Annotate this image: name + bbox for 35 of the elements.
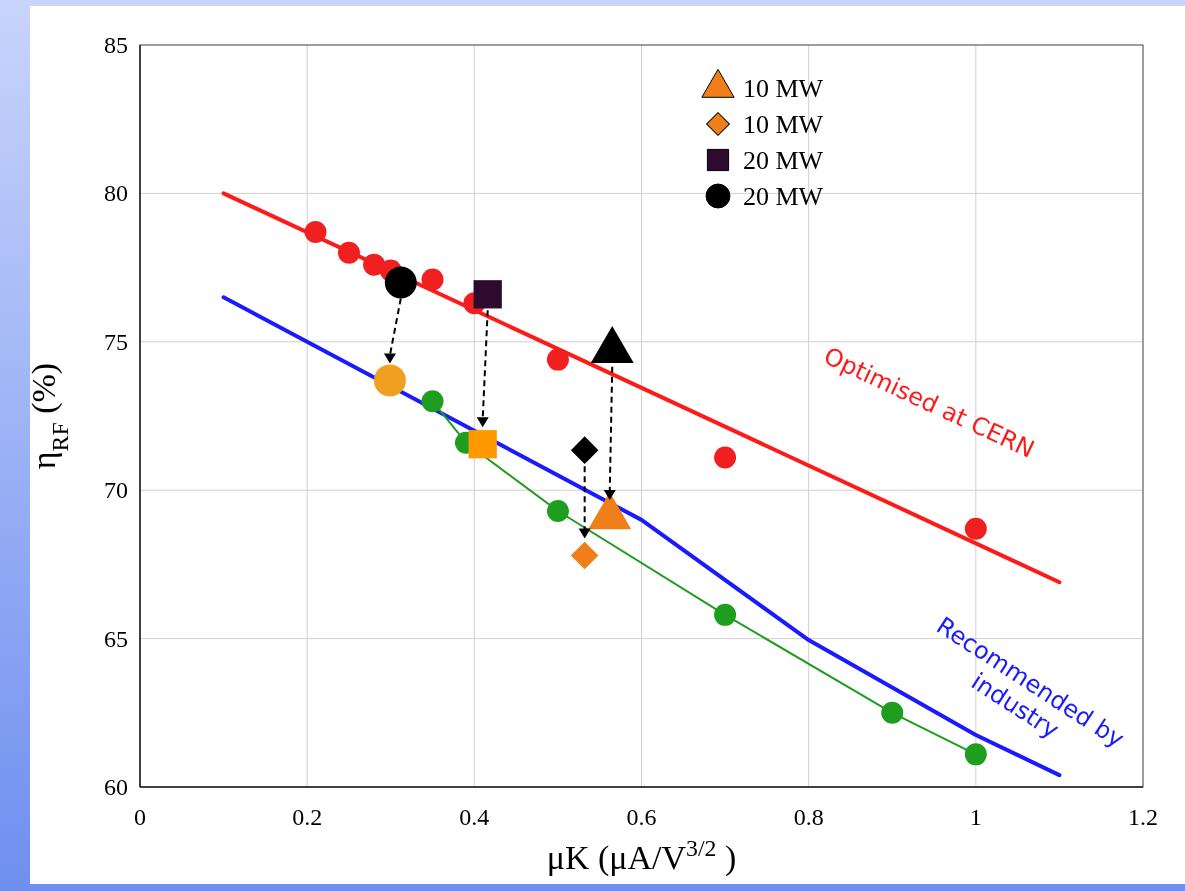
point (964, 743, 987, 766)
y-tick-label: 85 (104, 32, 128, 58)
point (473, 280, 502, 309)
y-tick-label: 60 (104, 774, 128, 800)
legend-label: 10 MW (743, 74, 824, 103)
y-tick-label: 70 (104, 477, 128, 504)
point (570, 541, 599, 570)
y-tick-label: 80 (104, 180, 128, 207)
x-axis-title: μK (μA/V$^{3/2}$) (546, 835, 737, 877)
legend-label: 20 MW (743, 146, 824, 175)
point (546, 348, 569, 371)
point (881, 701, 904, 724)
x-tick-label: 1.2 (1128, 804, 1158, 830)
point (964, 517, 987, 540)
point (570, 436, 599, 464)
legend-label: 10 MW (743, 110, 824, 139)
point (714, 603, 737, 626)
x-tick-label: 1 (969, 804, 982, 830)
point (468, 430, 497, 459)
point (384, 266, 417, 299)
legend-label: 20 MW (743, 182, 824, 211)
x-tick-label: 0.2 (292, 804, 323, 830)
y-tick-label: 75 (104, 328, 128, 355)
y-tick-label: 65 (104, 625, 128, 652)
point (421, 390, 444, 413)
point (337, 241, 360, 264)
x-tick-label: 0.4 (459, 804, 490, 830)
point (546, 500, 569, 522)
point (304, 221, 327, 243)
x-tick-label: 0.8 (793, 804, 824, 830)
point (373, 364, 406, 397)
x-tick-label: 0.6 (626, 804, 657, 830)
x-tick-label: 0 (134, 804, 146, 830)
point (714, 446, 737, 469)
point (421, 268, 444, 291)
